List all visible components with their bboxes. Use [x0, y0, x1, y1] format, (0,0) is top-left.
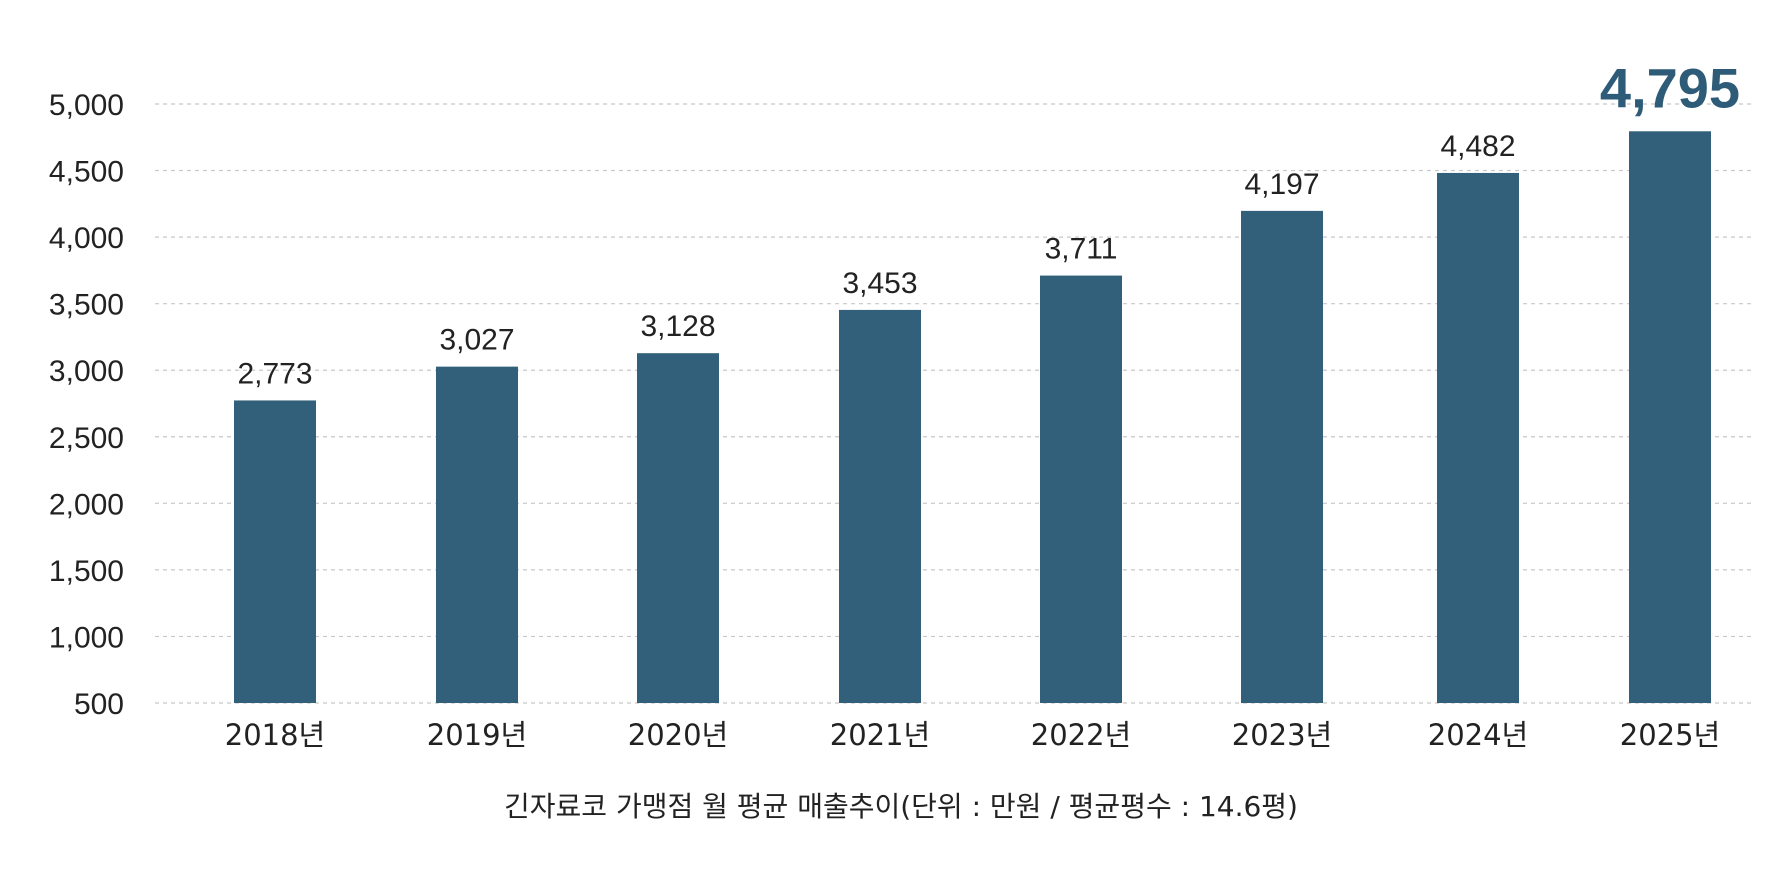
y-tick-label: 3,000	[49, 355, 124, 388]
bar	[839, 309, 921, 703]
data-label: 4,197	[1244, 168, 1319, 201]
x-tick-label: 2022년	[1031, 718, 1131, 752]
bar	[1437, 172, 1519, 704]
x-axis: 2018년 2019년 2020년 2021년 2022년 2023년 2024년 2025년	[225, 718, 1720, 752]
bar	[234, 400, 316, 703]
y-tick-label: 1,000	[49, 621, 124, 654]
bar	[1629, 131, 1711, 703]
chart-caption: 긴자료코 가맹점 월 평균 매출추이(단위 : 만원 / 평균평수 : 14.6…	[504, 790, 1298, 823]
y-tick-label: 4,000	[49, 222, 124, 255]
y-tick-label: 5,000	[49, 89, 124, 122]
data-labels: 2,773 3,027 3,128 3,453 3,711 4,197 4,482 4,795	[237, 56, 1740, 390]
y-tick-label: 500	[74, 688, 124, 721]
data-label: 3,711	[1045, 233, 1118, 266]
y-tick-label: 1,500	[49, 555, 124, 588]
x-tick-label: 2019년	[427, 718, 527, 752]
y-axis: 500 1,000 1,500 2,000 2,500 3,000 3,500 4,000 4,…	[49, 89, 124, 721]
data-label: 3,453	[842, 267, 917, 300]
highlight-data-label: 4,795	[1600, 56, 1740, 119]
x-tick-label: 2023년	[1232, 718, 1332, 752]
bar	[637, 353, 719, 703]
x-tick-label: 2025년	[1620, 718, 1720, 752]
bar	[436, 366, 518, 703]
data-label: 3,027	[439, 324, 514, 357]
data-label: 2,773	[237, 357, 312, 390]
x-tick-label: 2018년	[225, 718, 325, 752]
bars	[234, 131, 1711, 704]
data-label: 3,128	[640, 310, 715, 343]
y-tick-label: 4,500	[49, 156, 124, 189]
y-tick-label: 2,500	[49, 422, 124, 455]
y-tick-label: 2,000	[49, 488, 124, 521]
bar	[1040, 275, 1122, 703]
x-tick-label: 2021년	[830, 718, 930, 752]
x-tick-label: 2024년	[1428, 718, 1528, 752]
data-label: 4,482	[1440, 130, 1515, 163]
bar	[1241, 210, 1323, 703]
x-tick-label: 2020년	[628, 718, 728, 752]
y-tick-label: 3,500	[49, 289, 124, 322]
